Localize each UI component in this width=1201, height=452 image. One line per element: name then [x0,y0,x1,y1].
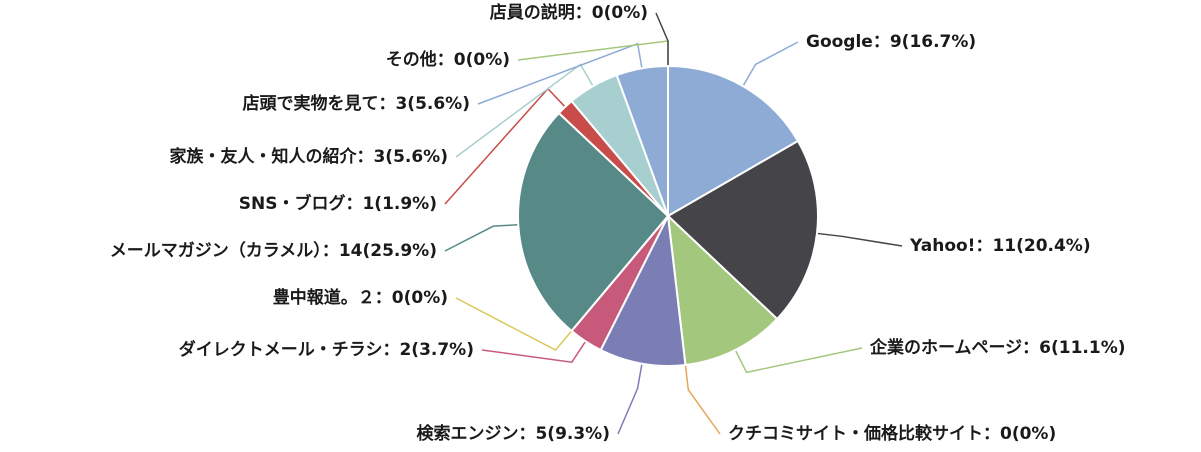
label-category: 企業のホームページ [869,337,1022,358]
pie-slice [667,64,800,218]
label-category: Google [806,32,873,52]
label-category: その他 [386,49,437,70]
label-category: SNS・ブログ [239,193,346,214]
label-category: クチコミサイト・価格比較サイト [728,423,983,444]
pie-slice [666,213,779,367]
pie-slice [666,139,819,321]
slice-label: クチコミサイト・価格比較サイト：0(0%) [728,423,1056,444]
leader-line [444,223,522,252]
label-separator: ： [322,241,339,261]
leader-line [683,357,721,435]
leader-line [481,338,588,364]
label-separator: ： [518,424,535,444]
leader-line [455,297,577,352]
label-separator: ： [345,194,362,214]
pie-slice [517,111,670,333]
label-value: 11(20.4%) [992,236,1090,256]
label-value: 14(25.9%) [339,241,437,261]
slice-label: 豊中報道。２：0(0%) [273,287,448,308]
slice-label: 企業のホームページ：6(11.1%) [869,337,1126,358]
slice-label: その他：0(0%) [386,49,510,70]
label-value: 5(9.3%) [535,424,610,444]
label-category: Yahoo! [909,236,975,256]
slice-label: 店頭で実物を見て：3(5.6%) [242,93,470,114]
label-value: 0(0%) [1000,424,1056,444]
label-separator: ： [975,236,992,256]
slice-label: 検索エンジン：5(9.3%) [416,423,610,444]
label-separator: ： [575,3,592,23]
label-value: 6(11.1%) [1039,338,1125,358]
label-separator: ： [873,32,890,52]
label-separator: ： [983,424,1000,444]
label-separator: ： [378,94,395,114]
label-value: 2(3.7%) [399,340,474,360]
label-value: 0(0%) [592,3,648,23]
leader-line [455,63,596,158]
label-value: 0(0%) [392,288,448,308]
slice-label: ダイレクトメール・チラシ：2(3.7%) [179,339,474,360]
pie-slice [599,212,687,367]
label-value: 1(1.9%) [362,194,437,214]
label-value: 0(0%) [454,50,510,70]
label-category: 豊中報道。２ [273,287,375,308]
label-value: 3(5.6%) [373,147,448,167]
slice-label: Yahoo!：11(20.4%) [909,236,1091,256]
label-separator: ： [382,340,399,360]
slice-label: SNS・ブログ：1(1.9%) [239,193,437,214]
label-category: メールマガジン（カラメル） [110,240,322,261]
leader-line [617,360,644,435]
label-value: 9(16.7%) [890,32,976,52]
label-value: 3(5.6%) [395,94,470,114]
label-category: 家族・友人・知人の紹介 [169,146,357,167]
slice-label: 家族・友人・知人の紹介：3(5.6%) [169,146,448,167]
label-separator: ： [1022,338,1039,358]
slices [517,64,819,367]
label-separator: ： [437,50,454,70]
slice-label: 店員の説明：0(0%) [490,2,648,23]
label-category: 店頭で実物を見て [242,93,378,114]
leader-line [655,12,669,74]
leader-lines [444,12,903,435]
label-category: ダイレクトメール・チラシ [179,339,383,360]
leader-line [733,347,863,374]
leader-line [477,42,644,105]
slice-label: メールマガジン（カラメル）：14(25.9%) [110,240,437,261]
leader-line [740,41,799,90]
label-category: 検索エンジン [416,423,518,444]
label-category: 店員の説明 [490,2,575,23]
leader-line [813,232,903,247]
label-separator: ： [356,147,373,167]
label-separator: ： [375,288,392,308]
slice-label: Google：9(16.7%) [806,32,976,52]
